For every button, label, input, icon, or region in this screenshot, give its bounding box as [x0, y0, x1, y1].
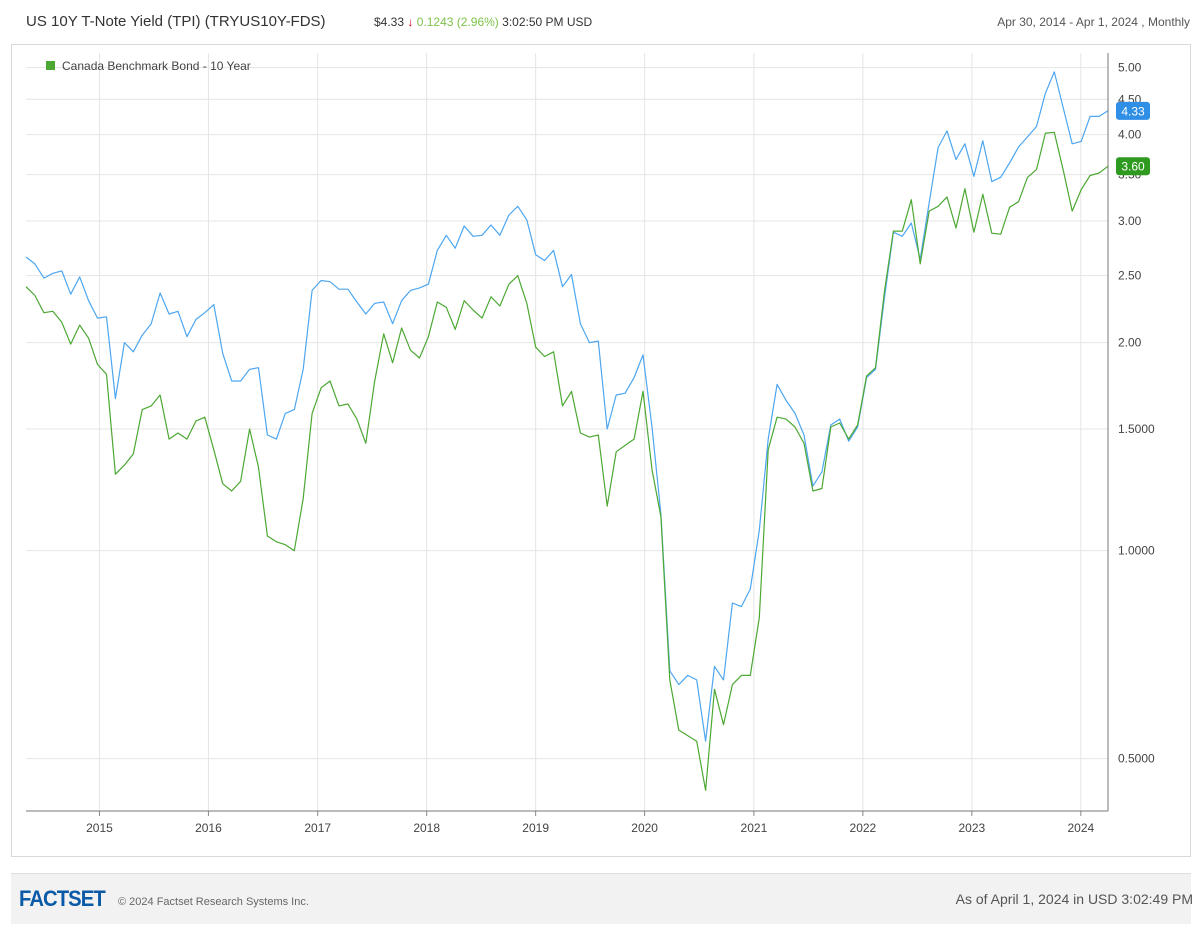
x-tick-label: 2018: [413, 821, 440, 835]
down-arrow-icon: ↓: [407, 15, 414, 29]
series-line-1[interactable]: [25, 131, 1109, 791]
last-value-badge: [1116, 101, 1150, 120]
x-tick-label: 2021: [741, 821, 768, 835]
last-value-label: 3.60: [1121, 160, 1145, 174]
as-of-text: As of April 1, 2024 in USD 3:02:49 PM: [955, 891, 1193, 907]
y-tick-label: 5.00: [1118, 61, 1142, 75]
date-range[interactable]: Apr 30, 2014 - Apr 1, 2024 , Monthly: [997, 15, 1190, 29]
grid-lines: [26, 53, 1108, 811]
chart-title: US 10Y T-Note Yield (TPI) (TRYUS10Y-FDS): [26, 13, 326, 30]
x-tick-label: 2017: [304, 821, 331, 835]
x-tick-label: 2020: [631, 821, 658, 835]
x-tick-label: 2016: [195, 821, 222, 835]
y-tick-label: 2.50: [1118, 269, 1142, 283]
last-price: $4.33: [374, 15, 405, 29]
chart-header: US 10Y T-Note Yield (TPI) (TRYUS10Y-FDS)…: [0, 0, 1202, 44]
factset-logo: FACTSET: [19, 886, 106, 911]
last-value-badge: [1116, 157, 1150, 176]
x-tick-label: 2023: [959, 821, 986, 835]
quote-summary: $4.33 ↓ 0.1243 (2.96%) 3:02:50 PM USD: [374, 15, 592, 29]
x-tick-label: 2024: [1067, 821, 1094, 835]
y-tick-label: 0.5000: [1118, 752, 1155, 766]
x-tick-label: 2019: [522, 821, 549, 835]
price-change-percent: (2.96%): [456, 15, 499, 29]
y-tick-label: 3.00: [1118, 214, 1142, 228]
copyright-text: © 2024 Factset Research Systems Inc.: [118, 896, 309, 908]
series-line-0[interactable]: [25, 71, 1109, 742]
legend-label[interactable]: Canada Benchmark Bond - 10 Year: [62, 59, 251, 73]
footer: FACTSET © 2024 Factset Research Systems …: [11, 873, 1193, 924]
chart-frame: 5.004.504.003.503.002.502.001.50001.0000…: [11, 44, 1191, 857]
y-tick-label: 1.0000: [1118, 544, 1155, 558]
legend: Canada Benchmark Bond - 10 Year: [46, 59, 251, 73]
y-tick-label: 1.5000: [1118, 422, 1155, 436]
legend-swatch: [46, 61, 55, 70]
series-layer: [25, 71, 1109, 791]
y-tick-label: 2.00: [1118, 336, 1142, 350]
quote-time: 3:02:50 PM USD: [502, 15, 593, 29]
x-tick-label: 2022: [850, 821, 877, 835]
x-tick-label: 2015: [86, 821, 113, 835]
price-change: 0.1243: [416, 15, 454, 29]
line-chart[interactable]: 5.004.504.003.503.002.502.001.50001.0000…: [12, 45, 1190, 856]
last-value-label: 4.33: [1121, 104, 1145, 118]
axes: 5.004.504.003.503.002.502.001.50001.0000…: [26, 53, 1155, 835]
y-tick-label: 4.00: [1118, 128, 1142, 142]
